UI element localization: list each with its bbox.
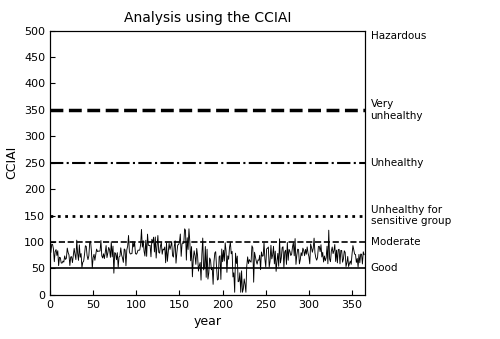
Text: Very
unhealthy: Very unhealthy — [370, 99, 423, 121]
Y-axis label: CCIAI: CCIAI — [6, 146, 18, 179]
Text: Good: Good — [370, 263, 398, 274]
X-axis label: year: year — [194, 315, 222, 328]
Text: Moderate: Moderate — [370, 237, 420, 247]
Title: Analysis using the CCIAI: Analysis using the CCIAI — [124, 11, 291, 25]
Text: Hazardous: Hazardous — [370, 31, 426, 41]
Text: Unhealthy for
sensitive group: Unhealthy for sensitive group — [370, 205, 451, 226]
Text: Unhealthy: Unhealthy — [370, 158, 424, 168]
